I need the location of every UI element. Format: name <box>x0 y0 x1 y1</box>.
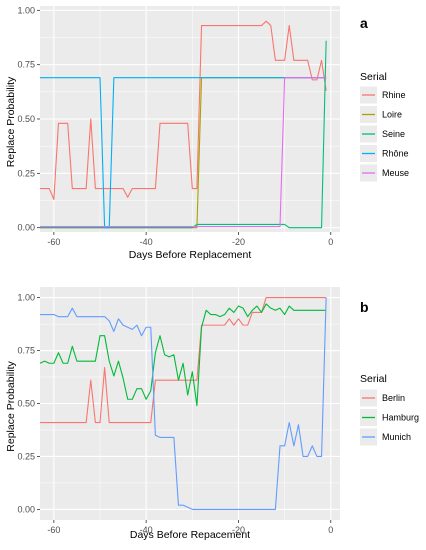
x-tick-label: -20 <box>232 237 245 247</box>
legend-label-hamburg: Hamburg <box>382 413 419 423</box>
y-tick-label: 1.00 <box>17 293 35 303</box>
series-line-rhône <box>40 77 327 229</box>
chart-panel-b: 0.00 0.25 0.50 0.75 1.00 -60 -40 -20 0 Days Befor… <box>5 287 419 541</box>
legend: Serial Berlin Hamburg Munich <box>360 373 419 446</box>
series-line-meuse <box>40 77 327 228</box>
x-tick-label: -60 <box>47 525 60 535</box>
x-tick-label: 0 <box>328 525 333 535</box>
series-line-munich <box>40 297 327 510</box>
legend-title: Serial <box>360 71 387 83</box>
legend-label-rhine: Rhine <box>382 90 406 100</box>
legend: Serial Rhine Loire Seine Rhône Meuse <box>360 71 409 182</box>
chart-panel-a: 0.00 0.25 0.50 0.75 1.00 -60 -40 -20 0 Days Befor… <box>5 5 409 261</box>
series-line-rhine <box>40 20 327 200</box>
y-tick-label: 0.50 <box>17 399 35 409</box>
x-tick-label: -40 <box>140 525 153 535</box>
y-tick-label: 0.75 <box>17 60 35 70</box>
y-tick-label: 0.25 <box>17 451 35 461</box>
y-tick-label: 0.00 <box>17 504 35 514</box>
x-tick-label: -40 <box>140 237 153 247</box>
legend-label-meuse: Meuse <box>382 168 409 178</box>
x-tick-label: -20 <box>232 525 245 535</box>
legend-label-berlin: Berlin <box>382 393 405 403</box>
panel-letter: a <box>360 15 368 31</box>
legend-title: Serial <box>360 373 387 385</box>
y-axis-title: Replace Probability <box>5 76 17 167</box>
series-line-hamburg <box>40 303 327 407</box>
panel-letter: b <box>360 299 369 315</box>
y-tick-label: 0.25 <box>17 168 35 178</box>
y-axis-title: Replace Probability <box>5 361 17 452</box>
y-tick-label: 0.50 <box>17 114 35 124</box>
y-tick-label: 0.00 <box>17 223 35 233</box>
legend-label-munich: Munich <box>382 432 411 442</box>
x-axis-title: Days Before Repacement <box>130 529 250 541</box>
y-tick-label: 1.00 <box>17 5 35 15</box>
legend-label-seine: Seine <box>382 129 405 139</box>
legend-label-rhône: Rhône <box>382 149 409 159</box>
x-tick-label: -60 <box>47 237 60 247</box>
y-tick-label: 0.75 <box>17 346 35 356</box>
x-tick-label: 0 <box>328 237 333 247</box>
x-axis-title: Days Before Replacement <box>129 249 252 261</box>
legend-label-loire: Loire <box>382 110 402 120</box>
